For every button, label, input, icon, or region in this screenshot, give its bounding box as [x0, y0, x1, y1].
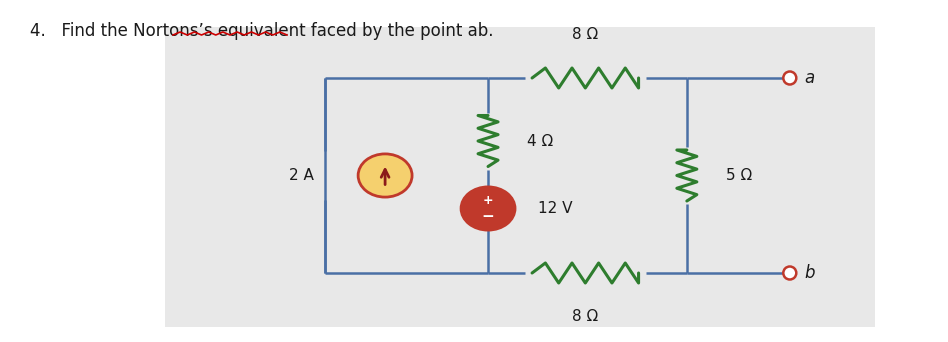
Text: 5 Ω: 5 Ω [726, 168, 752, 183]
Text: 8 Ω: 8 Ω [573, 309, 598, 324]
Text: b: b [804, 264, 814, 282]
Text: 2 A: 2 A [289, 168, 314, 183]
Text: 4.   Find the Nortons’s equivalent faced by the point ab.: 4. Find the Nortons’s equivalent faced b… [30, 22, 494, 40]
Circle shape [783, 266, 796, 279]
Text: +: + [483, 194, 493, 207]
Ellipse shape [358, 154, 412, 197]
Text: 12 V: 12 V [538, 201, 573, 216]
Ellipse shape [461, 187, 515, 230]
Text: −: − [482, 209, 495, 224]
Bar [165, 27, 875, 327]
Circle shape [783, 71, 796, 84]
Text: a: a [804, 69, 814, 87]
Text: 8 Ω: 8 Ω [573, 27, 598, 42]
Text: 4 Ω: 4 Ω [527, 133, 554, 148]
